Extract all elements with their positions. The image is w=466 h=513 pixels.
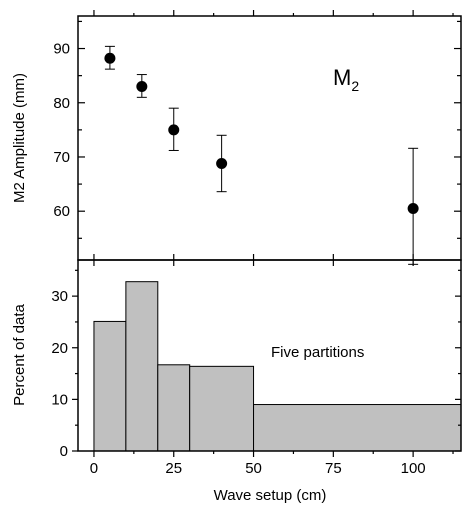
bottom-plot-frame xyxy=(77,259,462,452)
five-partitions-annotation: Five partitions xyxy=(271,344,364,361)
top-y-tick-label: 90 xyxy=(53,41,70,58)
histogram-bar xyxy=(93,320,127,452)
data-point xyxy=(136,80,148,92)
histogram-bar xyxy=(253,404,462,452)
histogram-bar xyxy=(157,364,191,452)
m2-annotation: M2 xyxy=(333,65,359,94)
top-y-tick-label: 70 xyxy=(53,149,70,166)
bottom-x-tick-label: 50 xyxy=(245,460,262,477)
bottom-y-tick-label: 10 xyxy=(51,391,68,408)
bottom-x-tick-label: 0 xyxy=(90,460,98,477)
histogram-bar xyxy=(125,281,159,452)
top-plot-frame xyxy=(77,15,462,261)
bottom-y-axis-title: Percent of data xyxy=(11,303,28,405)
x-axis-title: Wave setup (cm) xyxy=(214,487,327,504)
bottom-x-tick-label: 100 xyxy=(401,460,426,477)
bottom-x-tick-label: 25 xyxy=(165,460,182,477)
data-point xyxy=(216,157,228,169)
top-panel: 60 70 80 90 M2 Amplitude (mm) M2 xyxy=(11,10,462,265)
top-y-axis-title: M2 Amplitude (mm) xyxy=(11,73,28,203)
data-point xyxy=(407,202,419,214)
top-y-tick-label: 80 xyxy=(53,95,70,112)
bottom-y-tick-label: 20 xyxy=(51,340,68,357)
data-point xyxy=(104,52,116,64)
top-y-tick-label: 60 xyxy=(53,203,70,220)
bottom-y-tick-label: 30 xyxy=(51,288,68,305)
histogram-bar xyxy=(189,365,255,452)
bottom-x-tick-label: 75 xyxy=(325,460,342,477)
data-point xyxy=(168,124,180,136)
bottom-panel: 0 10 20 30 0 25 50 75 100 Percent of data Wave s… xyxy=(11,259,462,504)
bottom-y-tick-label: 0 xyxy=(60,443,68,460)
